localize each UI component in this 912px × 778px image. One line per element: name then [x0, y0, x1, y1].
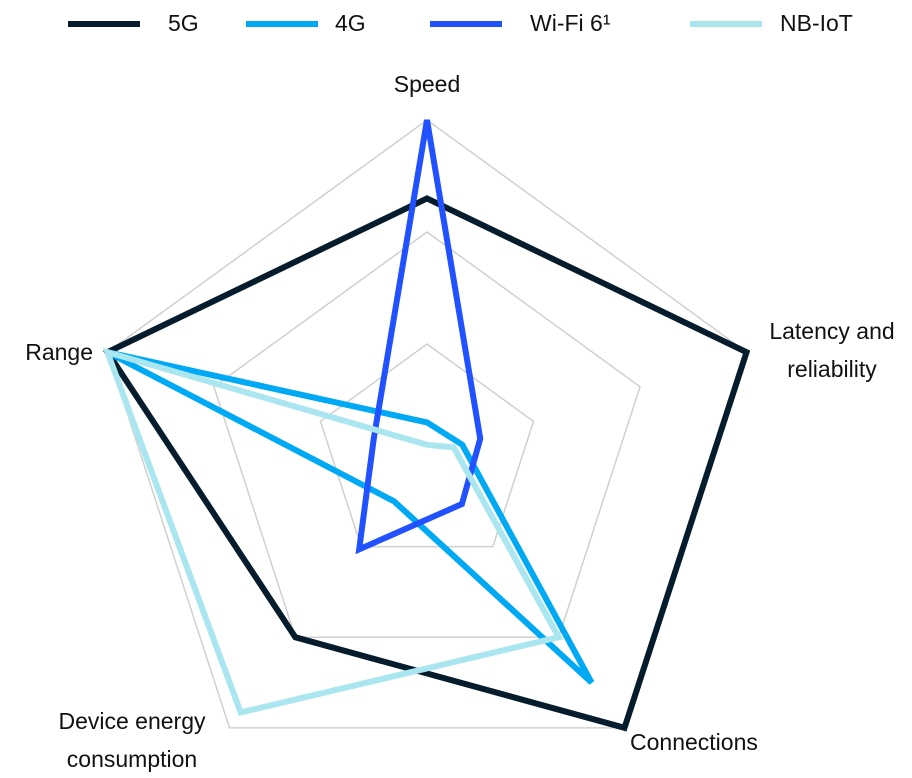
series-line — [103, 195, 751, 732]
axis-label: Speed — [393, 71, 461, 97]
legend-label: NB-IoT — [780, 10, 853, 36]
grid-ring — [319, 343, 535, 548]
axis-label: Connections — [630, 729, 758, 755]
series-line — [355, 119, 484, 555]
series-line — [102, 347, 564, 716]
legend-label: Wi-Fi 6¹ — [530, 10, 611, 36]
axis-label: Range — [25, 339, 93, 365]
grid-ring — [106, 119, 748, 729]
grid-ring — [213, 231, 641, 638]
series-line — [106, 349, 595, 685]
legend-label: 4G — [335, 10, 366, 36]
axis-label: Device energy consumption — [58, 708, 206, 772]
legend-label: 5G — [168, 10, 199, 36]
axis-label: Latency and reliability — [769, 318, 895, 382]
